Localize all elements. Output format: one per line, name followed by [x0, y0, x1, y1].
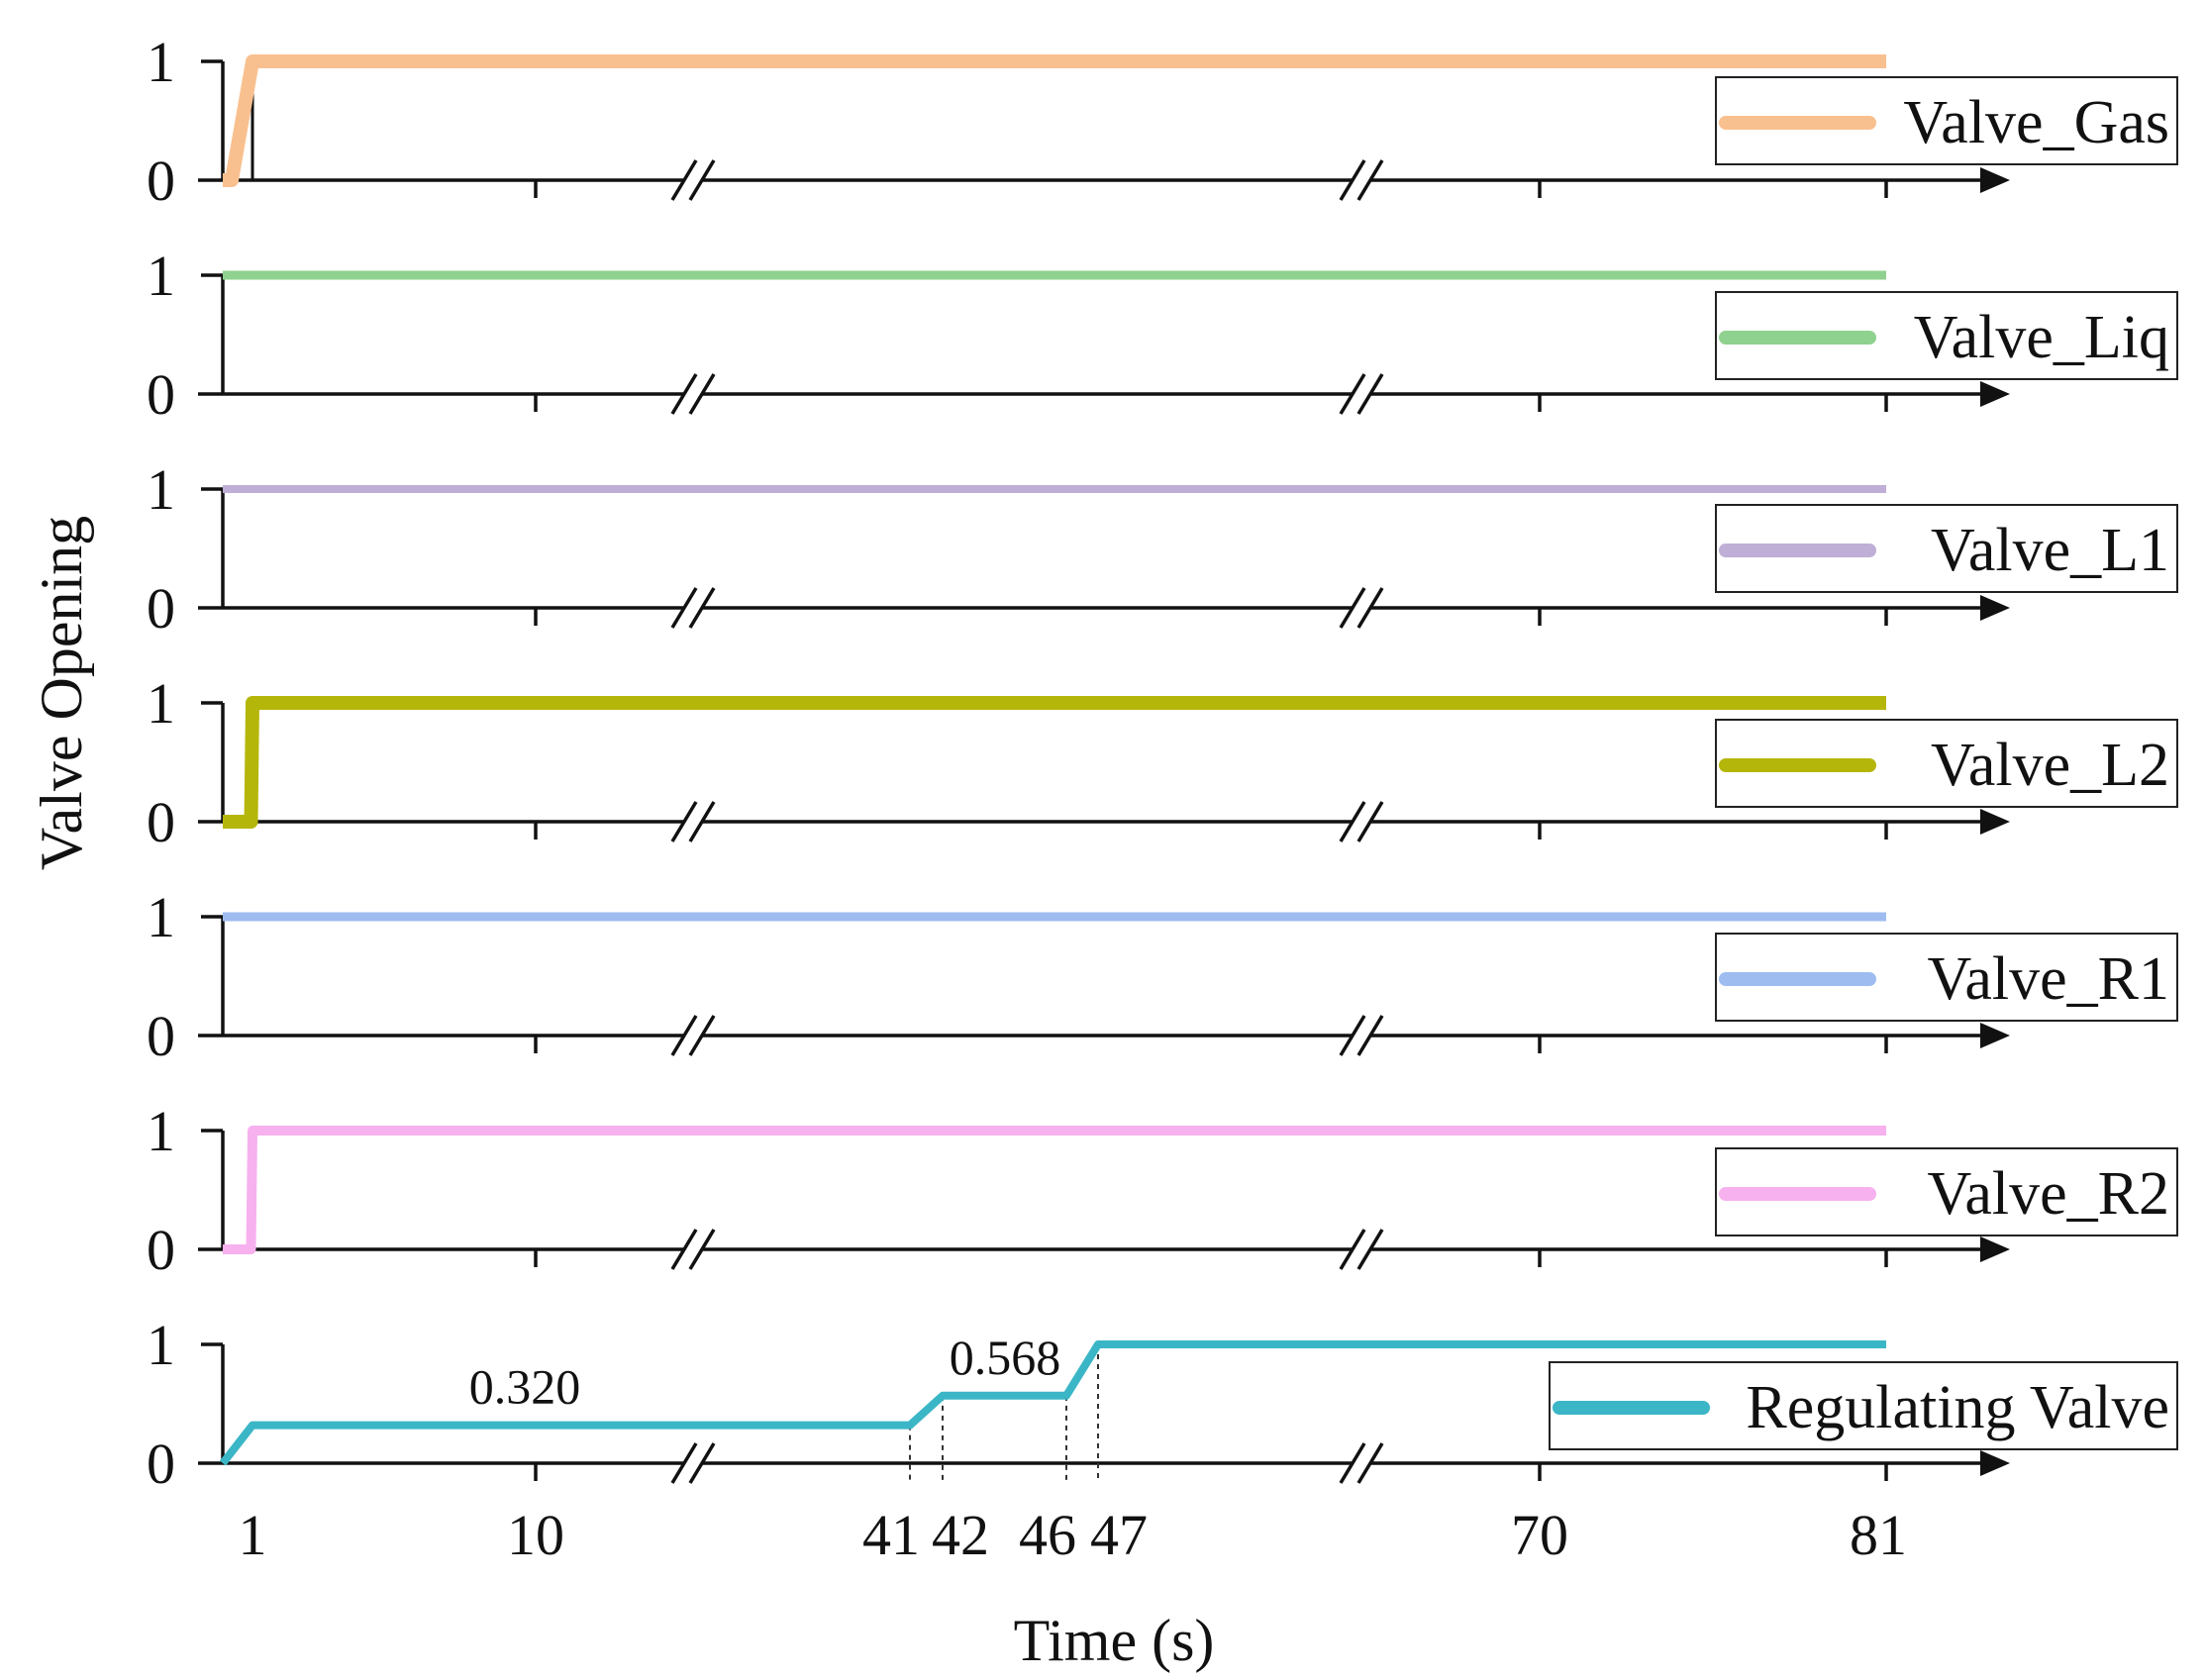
x-axis-arrow: [1980, 595, 2010, 621]
legend-label: Valve_Gas: [1903, 89, 2169, 156]
y-axis-title: Valve Opening: [29, 516, 94, 870]
x-axis-arrow: [1980, 1450, 2010, 1476]
axis-break-mark: [1356, 587, 1384, 629]
y-tick-label-1: 1: [147, 244, 175, 308]
x-tick-label: 81: [1850, 1503, 1907, 1567]
panel-valve-liq: 1 0 Valve_Liq: [147, 244, 2178, 427]
x-axis-arrow: [1980, 1236, 2010, 1262]
panel-valve-gas: 1 0 Valve_Gas: [147, 30, 2178, 213]
axis-break-mark: [1356, 1229, 1384, 1270]
axis-break-mark: [688, 373, 716, 415]
legend-label: Valve_R2: [1927, 1160, 2169, 1228]
x-axis-arrow: [1980, 167, 2010, 193]
y-tick-label-1: 1: [147, 671, 175, 736]
legend: Valve_L1: [1715, 504, 2178, 593]
series-line: [223, 54, 1886, 187]
axis-break-mark: [670, 1015, 698, 1056]
panel-regulating-valve: 1 0 Regulating Valve: [147, 1313, 2178, 1496]
x-axis-title: Time (s): [1014, 1608, 1215, 1673]
axis-break-mark: [1339, 373, 1366, 415]
legend-box: [1715, 719, 2178, 808]
axis-break-mark: [1339, 801, 1366, 842]
x-tick-label: 41: [862, 1503, 920, 1567]
y-tick-label-0: 0: [147, 148, 175, 213]
y-tick-label-1: 1: [147, 1099, 175, 1163]
x-tick-label: 42: [932, 1503, 989, 1567]
axis-break-mark: [1339, 1015, 1366, 1056]
legend-label: Valve_R1: [1927, 945, 2169, 1013]
series-line: [223, 1126, 1886, 1254]
legend: Valve_Gas: [1715, 76, 2178, 165]
legend-label: Valve_L2: [1931, 732, 2169, 799]
y-tick-label-0: 0: [147, 1004, 175, 1068]
y-tick-label-1: 1: [147, 457, 175, 522]
panel-valve-l1: 1 0 Valve_L1: [147, 457, 2178, 641]
legend: Valve_Liq: [1715, 291, 2178, 380]
legend-label: Regulating Valve: [1746, 1374, 2169, 1441]
axis-break-mark: [1339, 1442, 1366, 1484]
x-axis-arrow: [1980, 809, 2010, 835]
axis-break-mark: [688, 159, 716, 201]
y-tick-label-0: 0: [147, 576, 175, 641]
x-axis-arrow: [1980, 1023, 2010, 1048]
y-tick-label-0: 0: [147, 790, 175, 854]
axis-break-mark: [688, 1015, 716, 1056]
x-tick-label: 1: [239, 1503, 267, 1567]
y-tick-label-0: 0: [147, 1432, 175, 1496]
y-tick-label-0: 0: [147, 362, 175, 427]
data-label: 0.320: [469, 1359, 581, 1415]
legend: Valve_R2: [1715, 1147, 2178, 1236]
axis-break-mark: [1356, 1015, 1384, 1056]
axis-break-mark: [670, 1442, 698, 1484]
panel-valve-r2: 1 0 Valve_R2: [147, 1099, 2178, 1282]
axis-break-mark: [688, 587, 716, 629]
axis-break-mark: [1356, 373, 1384, 415]
chart-panels: 1 0 Valve_Gas 1 0 Valve_Liq 1 0 Valve_L1 1 0 Valve_…: [147, 30, 2178, 1496]
axis-break-mark: [1356, 159, 1384, 201]
y-tick-label-1: 1: [147, 1313, 175, 1377]
x-tick-labels: 1 10 41 42 46 47 70 81: [239, 1503, 1908, 1567]
legend: Valve_R1: [1715, 933, 2178, 1022]
axis-break-mark: [670, 801, 698, 842]
axis-break-mark: [688, 1442, 716, 1484]
legend: Valve_L2: [1715, 719, 2178, 808]
x-tick-label: 46: [1019, 1503, 1076, 1567]
axis-break-mark: [688, 1229, 716, 1270]
axis-break-mark: [1356, 801, 1384, 842]
y-tick-label-1: 1: [147, 30, 175, 94]
y-tick-label-0: 0: [147, 1218, 175, 1282]
axis-break-mark: [1339, 587, 1366, 629]
axis-break-mark: [1339, 1229, 1366, 1270]
legend: Regulating Valve: [1549, 1361, 2178, 1450]
axis-break-mark: [670, 373, 698, 415]
series-line: [223, 696, 1886, 829]
y-tick-label-1: 1: [147, 885, 175, 949]
legend-label: Valve_Liq: [1914, 304, 2169, 371]
axis-break-mark: [1339, 159, 1366, 201]
x-tick-label: 47: [1090, 1503, 1148, 1567]
axis-break-mark: [670, 587, 698, 629]
axis-break-mark: [670, 159, 698, 201]
x-tick-label: 10: [507, 1503, 564, 1567]
x-tick-label: 70: [1511, 1503, 1568, 1567]
series-line: [219, 1340, 1886, 1466]
axis-break-mark: [1356, 1442, 1384, 1484]
panel-valve-r1: 1 0 Valve_R1: [147, 885, 2178, 1068]
x-axis-arrow: [1980, 381, 2010, 407]
legend-label: Valve_L1: [1931, 517, 2169, 584]
axis-break-mark: [670, 1229, 698, 1270]
data-label: 0.568: [950, 1330, 1061, 1385]
axis-break-mark: [688, 801, 716, 842]
panel-valve-l2: 1 0 Valve_L2: [147, 671, 2178, 854]
